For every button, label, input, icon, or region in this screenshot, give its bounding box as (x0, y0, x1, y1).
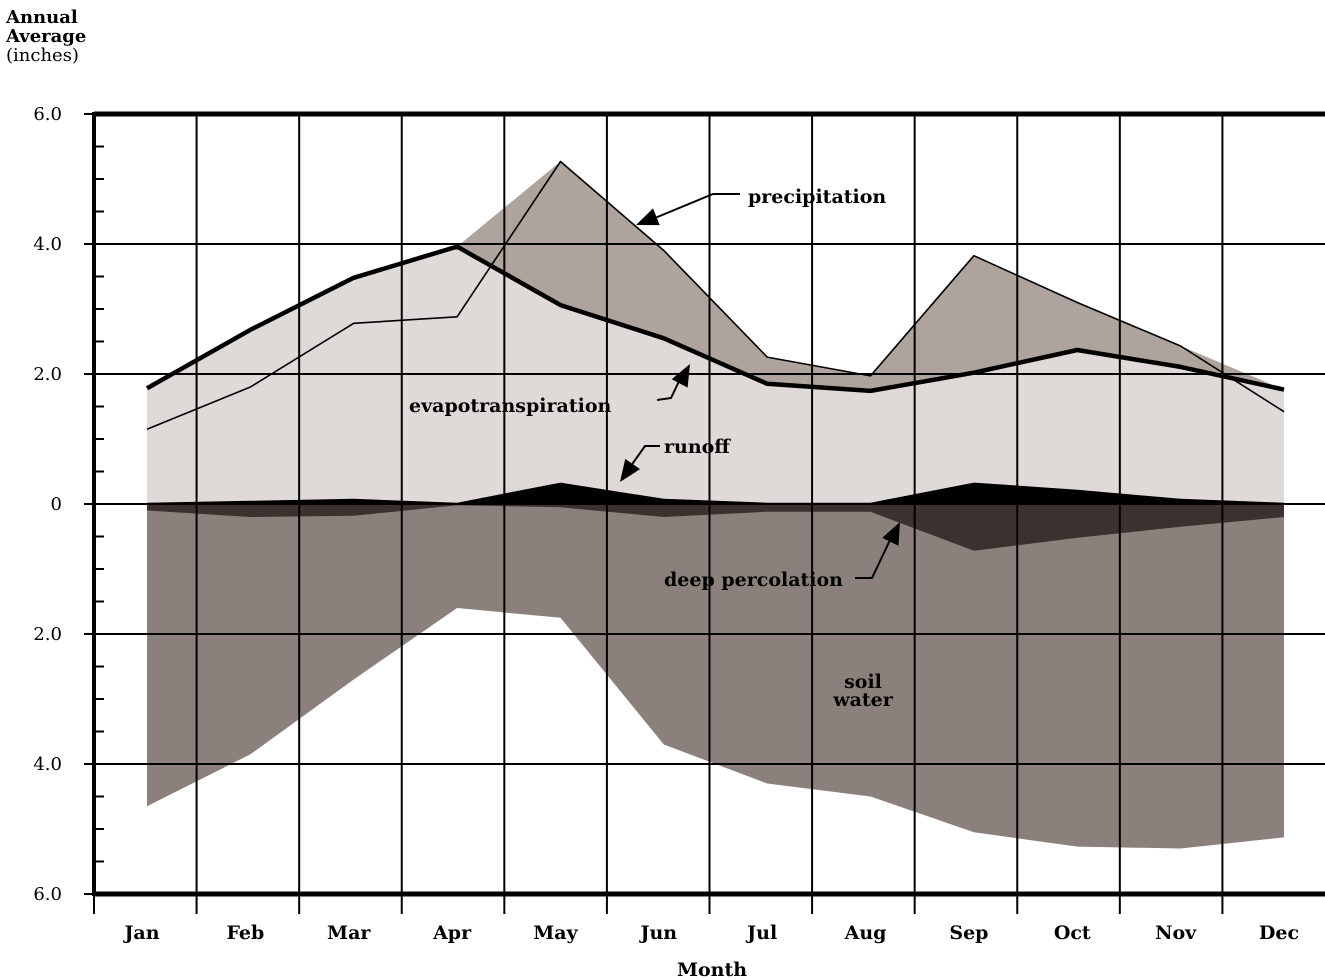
y-tick-label: 4.0 (33, 234, 62, 255)
deep-percolation-arrowhead (882, 522, 900, 546)
x-axis-title: Month (677, 959, 747, 980)
x-tick-label: May (533, 922, 578, 944)
area-layer (147, 161, 1284, 849)
y-axis-title-line-1: Annual (6, 7, 78, 28)
evapotranspiration-arrowhead (671, 364, 690, 388)
x-tick-label: Apr (432, 922, 472, 944)
deep-percolation-leader (855, 539, 891, 579)
x-tick-label: Aug (844, 922, 887, 944)
y-tick-label: 2.0 (33, 624, 62, 645)
grid-layer (94, 114, 1325, 894)
soil-water-label-line-2: water (832, 689, 894, 711)
x-tick-label: Feb (226, 922, 264, 944)
y-tick-label: 0 (51, 494, 62, 515)
x-tick-label: Sep (949, 922, 988, 944)
runoff-label: runoff (664, 436, 731, 458)
precipitation-leader (654, 193, 740, 219)
runoff-arrowhead (620, 458, 640, 482)
x-tick-label: Dec (1259, 922, 1299, 944)
y-tick-label: 4.0 (33, 754, 62, 775)
line-layer (145, 160, 1285, 430)
axis-layer: 6.0 4.0 2.0 0 2.0 4.0 6.0 Jan Feb Mar Apr May Jun Jul… (33, 104, 1325, 980)
soil-water-area (147, 504, 1284, 849)
y-axis-title-line-3: (inches) (6, 45, 79, 66)
y-tick-label: 6.0 (33, 104, 62, 125)
evapotranspiration-label: evapotranspiration (409, 395, 611, 417)
precipitation-label: precipitation (748, 186, 886, 208)
x-tick-label: Mar (327, 922, 371, 944)
precipitation-line (146, 160, 1285, 430)
y-tick-label: 6.0 (33, 884, 62, 905)
x-tick-label: Nov (1155, 922, 1197, 944)
runoff-leader (627, 445, 660, 471)
x-tick-label: Jan (122, 922, 159, 944)
deep-percolation-label: deep percolation (664, 569, 843, 591)
x-tick-label: Jul (745, 922, 777, 944)
x-tick-label: Oct (1054, 922, 1091, 944)
x-tick-label: Jun (639, 922, 678, 944)
soil-water-label-line-1: soil (844, 671, 882, 693)
label-layer: precipitation evapotranspiration runoff dee… (409, 186, 900, 711)
runoff-area (147, 482, 1284, 504)
deep-percolation-area (147, 504, 1284, 551)
evapotranspiration-line (145, 244, 1285, 394)
evapotranspiration-area (147, 246, 1284, 504)
y-tick-label: 2.0 (33, 364, 62, 385)
precipitation-arrowhead (636, 208, 660, 226)
